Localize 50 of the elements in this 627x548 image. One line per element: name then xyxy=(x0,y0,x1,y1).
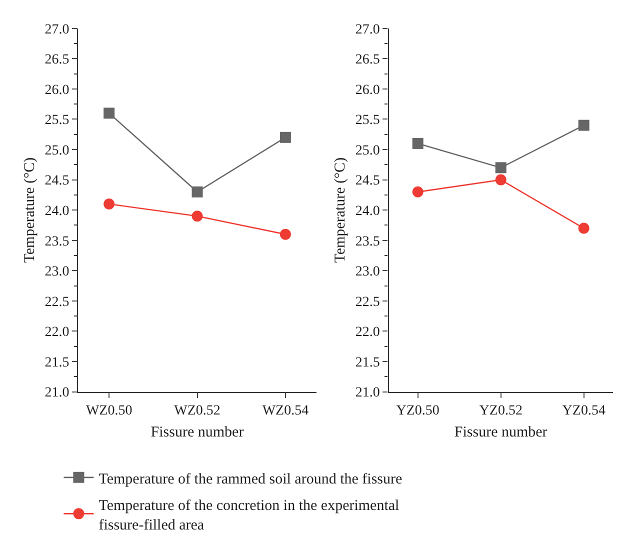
point xyxy=(412,138,424,149)
y-tick-label: 22.5 xyxy=(44,294,70,310)
point xyxy=(192,186,203,198)
x-tick-label: WZ0.54 xyxy=(262,404,309,419)
y-tick-label: 25.0 xyxy=(44,143,70,158)
y-tick-label: 23.0 xyxy=(355,264,380,280)
x-axis-title: Fissure number xyxy=(454,424,548,441)
x-axis-title: Fissure number xyxy=(150,424,244,441)
y-tick-label: 22.5 xyxy=(355,294,380,310)
point xyxy=(578,120,590,131)
y-tick-label: 23.5 xyxy=(44,234,70,250)
y-tick-label: 26.0 xyxy=(44,82,70,98)
y-tick-label: 25.5 xyxy=(355,113,380,128)
y-tick-label: 23.0 xyxy=(44,264,70,280)
y-tick-label: 25.5 xyxy=(44,113,70,128)
point xyxy=(192,210,203,222)
y-tick-label: 23.5 xyxy=(355,234,380,250)
y-tick-label: 21.0 xyxy=(44,386,70,401)
point xyxy=(495,174,506,186)
y-tick-label: 24.5 xyxy=(355,174,380,189)
y-tick-label: 24.0 xyxy=(44,204,70,219)
y-axis-title: Temperature (°C) xyxy=(332,157,349,263)
y-tick-label: 21.5 xyxy=(355,355,380,370)
x-tick-label: WZ0.52 xyxy=(174,404,220,419)
y-tick-label: 22.0 xyxy=(44,325,70,340)
y-tick-label: 24.5 xyxy=(44,174,70,189)
x-tick-label: WZ0.50 xyxy=(86,404,132,419)
point xyxy=(495,162,506,174)
y-tick-label: 24.0 xyxy=(355,204,380,219)
y-tick-label: 25.0 xyxy=(355,143,380,158)
point xyxy=(104,108,115,119)
point xyxy=(104,198,115,210)
x-tick-label: YZ0.52 xyxy=(479,404,522,419)
y-tick-label: 21.5 xyxy=(44,355,70,370)
point xyxy=(280,228,291,240)
legend-label: Temperature of the concretion in the experimental fissure-filled area xyxy=(98,498,400,534)
x-tick-label: YZ0.50 xyxy=(396,404,440,419)
y-tick-label: 26.0 xyxy=(355,82,380,98)
y-tick-label: 26.5 xyxy=(44,52,70,68)
y-tick-label: 27.0 xyxy=(355,22,380,38)
y-tick-label: 27.0 xyxy=(44,22,70,38)
point xyxy=(280,132,291,143)
y-axis-title: Temperature (°C) xyxy=(22,157,38,263)
y-tick-label: 21.0 xyxy=(355,386,380,401)
legend-label: Temperature of the rammed soil around the fissure xyxy=(98,471,402,488)
x-tick-label: YZ0.54 xyxy=(562,404,606,419)
y-tick-label: 22.0 xyxy=(355,325,380,340)
y-tick-label: 26.5 xyxy=(355,52,380,68)
point xyxy=(578,222,590,234)
point xyxy=(412,186,424,198)
